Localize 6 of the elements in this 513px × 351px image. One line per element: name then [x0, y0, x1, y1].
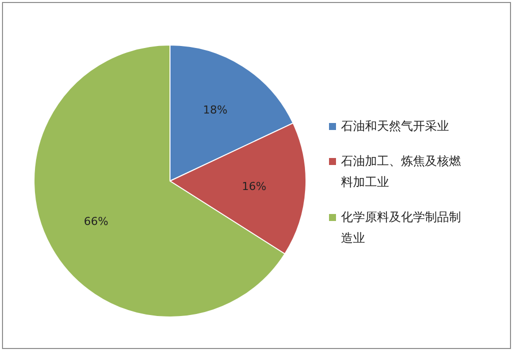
legend-label: 石油和天然气开采业: [341, 118, 450, 135]
data-label: 66%: [84, 215, 108, 228]
data-label: 18%: [202, 103, 228, 116]
legend-label: 石油加工、炼焦及核燃料加工业: [341, 153, 462, 191]
legend-label: 化学原料及化学制品制造业: [341, 209, 462, 247]
data-label: 16%: [242, 180, 266, 193]
